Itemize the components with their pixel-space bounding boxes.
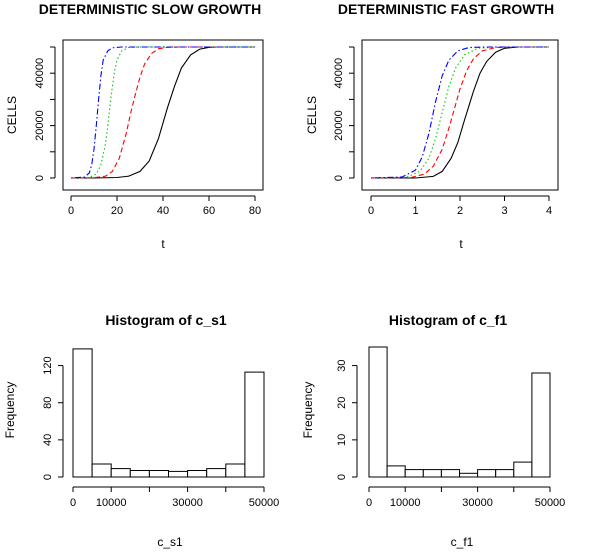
hist-cf1-bar <box>531 372 551 478</box>
hist-cf1-xlabel: c_f1 <box>451 535 474 549</box>
hist-cs1-bar <box>148 470 169 478</box>
hist-cs1-panel: Histogram of c_s1 0 10000 30000 50000 0 40 80… <box>3 312 279 549</box>
slow-growth-series-line-1 <box>71 46 255 179</box>
hist-cs1-xlabel: c_s1 <box>157 535 183 549</box>
hist-cs1-x-tick-label: 30000 <box>172 497 203 509</box>
hist-cf1-bar <box>422 469 442 478</box>
slow-growth-y-tick-label: 40000 <box>34 58 46 89</box>
fast-growth-series-line-2 <box>370 46 549 179</box>
fast-growth-panel: DETERMINISTIC FAST GROWTH 0 1 2 3 4 0 20000 40… <box>305 1 559 251</box>
hist-cs1-bar <box>129 470 150 478</box>
hist-cf1-x-tick-label: 30000 <box>462 497 493 509</box>
slow-growth-x-axis: 0 20 40 60 80 <box>68 195 261 217</box>
hist-cs1-bar <box>225 463 246 478</box>
hist-cs1-bar <box>72 348 93 478</box>
hist-cs1-bar <box>206 468 227 478</box>
slow-growth-x-tick-label: 20 <box>111 205 123 217</box>
hist-cs1-x-tick-label: 10000 <box>96 497 127 509</box>
hist-cf1-bar <box>368 346 388 478</box>
hist-cf1-bars <box>368 346 551 478</box>
slow-growth-series <box>70 46 255 179</box>
slow-growth-x-tick-label: 0 <box>68 205 74 217</box>
hist-cf1-ylabel: Frequency <box>301 382 315 439</box>
fast-growth-x-tick-label: 1 <box>412 205 418 217</box>
hist-cs1-y-axis: 0 40 80 120 <box>42 356 64 480</box>
hist-cs1-bar <box>168 470 189 478</box>
hist-cs1-bar <box>110 468 131 478</box>
fast-growth-series-line-1 <box>371 46 549 179</box>
hist-cs1-y-tick-label: 120 <box>42 356 54 374</box>
hist-cf1-x-tick-label: 10000 <box>390 497 421 509</box>
hist-cf1-y-axis: 0 10 20 30 <box>336 359 358 480</box>
hist-cs1-y-tick-label: 40 <box>42 434 54 446</box>
hist-cs1-bar <box>244 371 265 478</box>
fast-growth-y-tick-label: 40000 <box>333 58 345 89</box>
slow-growth-series-line-2 <box>70 46 255 179</box>
hist-cf1-bar <box>513 461 533 478</box>
hist-cs1-ylabel: Frequency <box>3 382 17 439</box>
fast-growth-y-tick-label: 0 <box>333 175 345 181</box>
slow-growth-y-tick-label: 0 <box>34 175 46 181</box>
hist-cf1-title: Histogram of c_f1 <box>389 312 507 328</box>
fast-growth-x-axis: 0 1 2 3 4 <box>368 195 552 217</box>
fast-growth-series-line-4 <box>370 46 549 179</box>
hist-cf1-y-tick-label: 20 <box>336 397 348 409</box>
slow-growth-xlabel: t <box>161 237 165 251</box>
hist-cs1-x-tick-label: 0 <box>70 497 76 509</box>
fast-growth-series-line-3 <box>370 46 549 179</box>
slow-growth-panel: DETERMINISTIC SLOW GROWTH 0 20 40 60 80 0 200… <box>5 1 264 251</box>
fast-growth-x-tick-label: 2 <box>457 205 463 217</box>
slow-growth-y-tick-label: 20000 <box>34 110 46 141</box>
fast-growth-y-axis: 0 20000 40000 <box>333 46 355 181</box>
hist-cf1-bar <box>477 469 497 478</box>
hist-cs1-x-tick-label: 50000 <box>249 497 280 509</box>
fast-growth-x-tick-label: 4 <box>546 205 552 217</box>
hist-cf1-bar <box>386 465 406 478</box>
hist-cf1-bar <box>495 469 515 478</box>
fast-growth-x-tick-label: 0 <box>368 205 374 217</box>
hist-cf1-y-tick-label: 10 <box>336 434 348 446</box>
hist-cs1-x-axis: 0 10000 30000 50000 <box>70 486 280 509</box>
hist-cf1-bar <box>404 469 424 478</box>
hist-cs1-bar <box>187 470 208 478</box>
slow-growth-ylabel: CELLS <box>5 96 19 134</box>
hist-cf1-bar <box>459 472 479 478</box>
slow-growth-x-tick-label: 60 <box>203 205 215 217</box>
hist-cf1-y-tick-label: 30 <box>336 359 348 371</box>
fast-growth-series <box>370 46 549 179</box>
slow-growth-y-axis: 0 20000 40000 <box>34 46 56 181</box>
hist-cf1-x-tick-label: 50000 <box>535 497 566 509</box>
slow-growth-plot-box <box>62 39 264 191</box>
fast-growth-ylabel: CELLS <box>305 96 319 134</box>
slow-growth-series-line-4 <box>70 46 255 179</box>
slow-growth-series-line-3 <box>70 46 255 179</box>
hist-cs1-bars <box>72 348 265 478</box>
slow-growth-title: DETERMINISTIC SLOW GROWTH <box>39 1 261 17</box>
hist-cf1-x-tick-label: 0 <box>366 497 372 509</box>
hist-cf1-y-tick-label: 0 <box>336 474 348 480</box>
fast-growth-xlabel: t <box>459 237 463 251</box>
fast-growth-x-tick-label: 3 <box>501 205 507 217</box>
fast-growth-y-tick-label: 20000 <box>333 110 345 141</box>
hist-cs1-title: Histogram of c_s1 <box>105 312 227 328</box>
hist-cs1-bar <box>91 463 112 478</box>
slow-growth-x-tick-label: 80 <box>249 205 261 217</box>
fast-growth-plot-box <box>361 39 559 191</box>
hist-cs1-y-tick-label: 80 <box>42 397 54 409</box>
fast-growth-title: DETERMINISTIC FAST GROWTH <box>338 1 554 17</box>
slow-growth-x-tick-label: 40 <box>157 205 169 217</box>
hist-cf1-bar <box>440 469 460 478</box>
hist-cf1-panel: Histogram of c_f1 0 10000 30000 50000 0 10 20… <box>301 312 565 549</box>
hist-cf1-x-axis: 0 10000 30000 50000 <box>366 486 566 509</box>
hist-cs1-y-tick-label: 0 <box>42 474 54 480</box>
